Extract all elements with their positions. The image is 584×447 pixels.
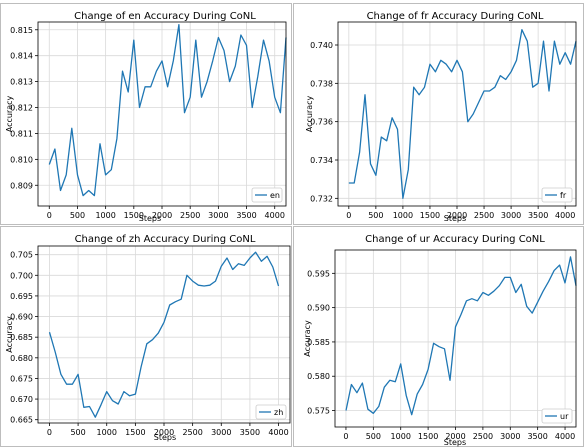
y-tick-label: 0.705: [10, 251, 33, 260]
x-tick-label: 4000: [555, 211, 575, 220]
x-tick-label: 4000: [555, 432, 575, 441]
x-tick-label: 1000: [97, 428, 117, 437]
series-line-fr: [348, 29, 577, 199]
x-tick-label: 3000: [501, 211, 521, 220]
x-tick-label: 1500: [420, 211, 440, 220]
y-tick-label: 0.814: [10, 52, 33, 61]
x-tick-label: 500: [70, 211, 85, 220]
y-tick-label: 0.815: [10, 26, 33, 35]
y-tick-label: 0.675: [10, 374, 33, 383]
x-tick-label: 3000: [208, 211, 228, 220]
x-tick-label: 0: [343, 432, 348, 441]
x-tick-label: 4000: [268, 428, 288, 437]
x-tick-label: 500: [366, 432, 381, 441]
x-tick-label: 2000: [152, 211, 172, 220]
y-tick-label: 0.690: [10, 313, 33, 322]
y-axis-label: Accuracy: [5, 316, 14, 353]
chart-zh: 0.665 0.670 0.675 0.680 0.685 0.690 0.695 0.700…: [5, 234, 291, 442]
x-tick-label: 3500: [236, 211, 256, 220]
x-tick-label: 500: [368, 211, 383, 220]
y-tick-label: 0.700: [10, 271, 33, 280]
plot-frame: [334, 249, 577, 428]
x-tick-label: 3500: [240, 428, 260, 437]
legend-label: zh: [274, 408, 283, 417]
x-tick-label: 3000: [211, 428, 231, 437]
y-tick-label: 0.732: [310, 194, 333, 203]
plot-frame: [37, 21, 287, 207]
y-tick-label: 0.575: [307, 407, 330, 416]
x-tick-label: 2000: [447, 211, 467, 220]
plot-frame: [37, 245, 291, 424]
x-tick-label: 2000: [154, 428, 174, 437]
y-tick-label: 0.810: [10, 155, 33, 164]
chart-title: Change of zh Accuracy During CoNL: [75, 234, 256, 245]
legend-label: ur: [560, 412, 569, 421]
y-tick-label: 0.812: [10, 104, 33, 113]
chart-ur: 0.575 0.580 0.585 0.590 0.595 0 500 1000 1500 200…: [303, 234, 577, 447]
x-tick-label: 3000: [500, 432, 520, 441]
x-tick-label: 1500: [125, 428, 145, 437]
x-tick-label: 3500: [527, 432, 547, 441]
y-tick-label: 0.695: [10, 292, 33, 301]
panel-border-en: [0, 3, 292, 225]
y-tick-label: 0.736: [310, 118, 333, 127]
y-tick-label: 0.585: [307, 338, 330, 347]
x-axis-label: Steps: [444, 438, 466, 447]
y-tick-label: 0.580: [307, 372, 330, 381]
chart-fr: 0.732 0.734 0.736 0.738 0.740 0 500 1000 1500 200…: [305, 11, 577, 223]
y-tick-label: 0.665: [10, 416, 33, 425]
plot-frame: [337, 21, 577, 207]
x-tick-label: 4000: [265, 211, 285, 220]
x-tick-label: 1500: [418, 432, 438, 441]
y-tick-label: 0.811: [10, 129, 33, 138]
x-tick-label: 1500: [124, 211, 144, 220]
y-tick-label: 0.740: [310, 41, 333, 50]
chart-title: Change of fr Accuracy During CoNL: [367, 11, 544, 22]
y-axis-label: Accuracy: [303, 320, 312, 357]
x-tick-label: 2500: [180, 211, 200, 220]
y-axis-label: Accuracy: [305, 95, 314, 132]
x-tick-label: 0: [47, 211, 52, 220]
x-axis-label: Steps: [444, 214, 466, 223]
x-tick-label: 1000: [391, 432, 411, 441]
y-tick-label: 0.595: [307, 269, 330, 278]
y-tick-label: 0.680: [10, 354, 33, 363]
y-tick-label: 0.738: [310, 79, 333, 88]
legend-label: fr: [560, 191, 567, 200]
x-tick-label: 2000: [445, 432, 465, 441]
x-tick-label: 2500: [182, 428, 202, 437]
y-tick-label: 0.813: [10, 78, 33, 87]
x-axis-label: Steps: [154, 433, 176, 442]
legend-label: en: [270, 191, 280, 200]
y-tick-label: 0.685: [10, 333, 33, 342]
series-line-en: [48, 23, 287, 197]
y-tick-label: 0.590: [307, 304, 330, 313]
x-tick-label: 0: [346, 211, 351, 220]
chart-en: 0.809 0.810 0.811 0.812 0.813 0.814 0.815 0 500 1…: [5, 11, 287, 223]
x-tick-label: 1000: [393, 211, 413, 220]
x-tick-label: 3500: [528, 211, 548, 220]
series-line-zh: [48, 251, 280, 418]
chart-title: Change of en Accuracy During CoNL: [74, 11, 256, 22]
chart-title: Change of ur Accuracy During CoNL: [365, 234, 545, 245]
x-tick-label: 1000: [95, 211, 115, 220]
series-line-ur: [345, 256, 577, 416]
x-tick-label: 0: [47, 428, 52, 437]
x-tick-label: 500: [70, 428, 85, 437]
y-axis-label: Accuracy: [5, 95, 14, 132]
y-tick-label: 0.809: [10, 181, 33, 190]
y-tick-label: 0.670: [10, 395, 33, 404]
x-tick-label: 2500: [473, 432, 493, 441]
x-tick-label: 2500: [474, 211, 494, 220]
x-axis-label: Steps: [139, 214, 161, 223]
y-tick-label: 0.734: [310, 156, 333, 165]
